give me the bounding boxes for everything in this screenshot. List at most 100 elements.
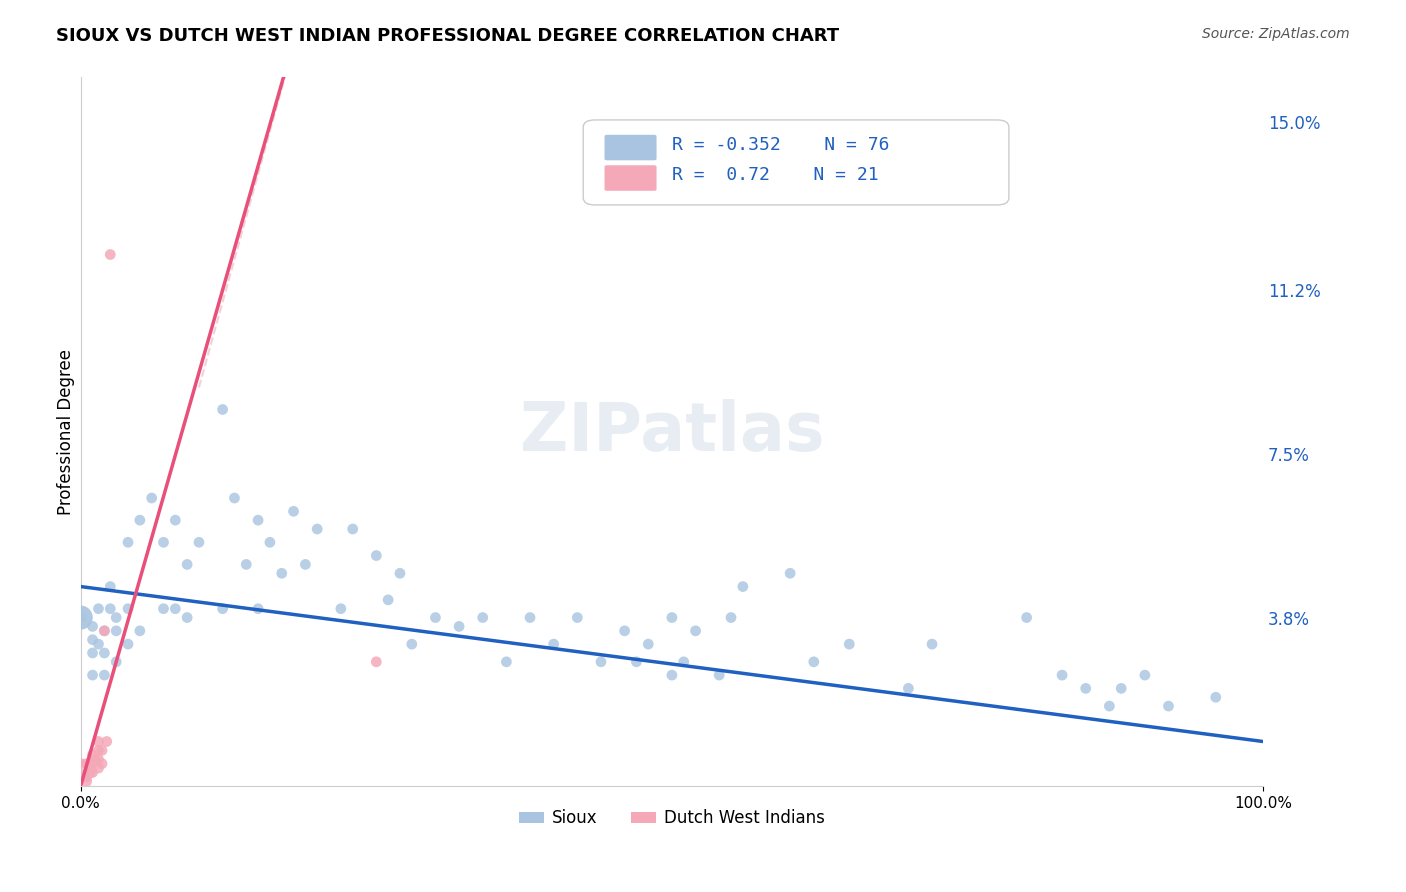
Point <box>366 655 388 669</box>
Point <box>366 549 388 563</box>
Point <box>87 637 110 651</box>
Point <box>93 646 115 660</box>
Point <box>69 756 91 771</box>
Point <box>247 601 270 615</box>
Point <box>401 637 423 651</box>
Point <box>921 637 943 651</box>
Point <box>105 624 128 638</box>
Point <box>589 655 612 669</box>
Point <box>87 752 110 766</box>
Point <box>82 646 104 660</box>
Point <box>709 668 731 682</box>
Point <box>661 668 683 682</box>
Point <box>93 624 115 638</box>
Point <box>543 637 565 651</box>
Point <box>388 566 411 581</box>
Point <box>93 624 115 638</box>
Point <box>1205 690 1227 705</box>
Point <box>87 734 110 748</box>
Point <box>1074 681 1097 696</box>
Point <box>637 637 659 651</box>
Point <box>76 765 98 780</box>
Point <box>294 558 316 572</box>
Point <box>165 601 187 615</box>
Point <box>82 632 104 647</box>
Point <box>152 601 174 615</box>
Point <box>471 610 494 624</box>
Point <box>117 637 139 651</box>
Point <box>685 624 707 638</box>
Point <box>1050 668 1073 682</box>
Point <box>188 535 211 549</box>
Point <box>93 668 115 682</box>
Point <box>224 491 246 505</box>
Point <box>567 610 589 624</box>
Point <box>176 610 198 624</box>
FancyBboxPatch shape <box>583 120 1010 205</box>
Point <box>1098 699 1121 714</box>
Point <box>152 535 174 549</box>
Point <box>731 580 754 594</box>
Point <box>613 624 636 638</box>
Point <box>1157 699 1180 714</box>
Point <box>803 655 825 669</box>
Point <box>79 765 101 780</box>
Point <box>98 580 121 594</box>
Point <box>128 513 150 527</box>
Point <box>176 558 198 572</box>
Point <box>96 734 118 748</box>
Point <box>449 619 471 633</box>
Point <box>720 610 742 624</box>
FancyBboxPatch shape <box>605 135 657 161</box>
Point <box>495 655 517 669</box>
Point <box>342 522 364 536</box>
Point <box>91 756 114 771</box>
Legend: Sioux, Dutch West Indians: Sioux, Dutch West Indians <box>512 803 832 834</box>
Point <box>270 566 292 581</box>
Point <box>91 743 114 757</box>
Point <box>128 624 150 638</box>
Point <box>247 513 270 527</box>
Point <box>259 535 281 549</box>
Point <box>82 747 104 762</box>
Point <box>235 558 257 572</box>
FancyBboxPatch shape <box>605 165 657 191</box>
Point <box>87 761 110 775</box>
Point <box>779 566 801 581</box>
Point <box>105 610 128 624</box>
Point <box>425 610 447 624</box>
Point <box>1015 610 1038 624</box>
Point <box>307 522 329 536</box>
Point <box>165 513 187 527</box>
Point <box>76 770 98 784</box>
Point <box>79 756 101 771</box>
Point <box>329 601 352 615</box>
Point <box>117 601 139 615</box>
Text: R =  0.72    N = 21: R = 0.72 N = 21 <box>672 166 879 184</box>
Point <box>84 752 107 766</box>
Point <box>87 743 110 757</box>
Text: ZIPatlas: ZIPatlas <box>520 399 824 465</box>
Y-axis label: Professional Degree: Professional Degree <box>58 349 75 515</box>
Point <box>76 756 98 771</box>
Point <box>82 756 104 771</box>
Point <box>69 610 91 624</box>
Point <box>98 601 121 615</box>
Point <box>117 535 139 549</box>
Point <box>87 601 110 615</box>
Point <box>211 402 233 417</box>
Point <box>626 655 648 669</box>
Text: Source: ZipAtlas.com: Source: ZipAtlas.com <box>1202 27 1350 41</box>
Text: R = -0.352    N = 76: R = -0.352 N = 76 <box>672 136 890 153</box>
Point <box>838 637 860 651</box>
Point <box>211 601 233 615</box>
Point <box>519 610 541 624</box>
Point <box>76 774 98 789</box>
Point <box>69 610 91 624</box>
Point <box>98 247 121 261</box>
Point <box>105 655 128 669</box>
Point <box>377 592 399 607</box>
Point <box>1109 681 1132 696</box>
Point <box>82 765 104 780</box>
Point <box>672 655 695 669</box>
